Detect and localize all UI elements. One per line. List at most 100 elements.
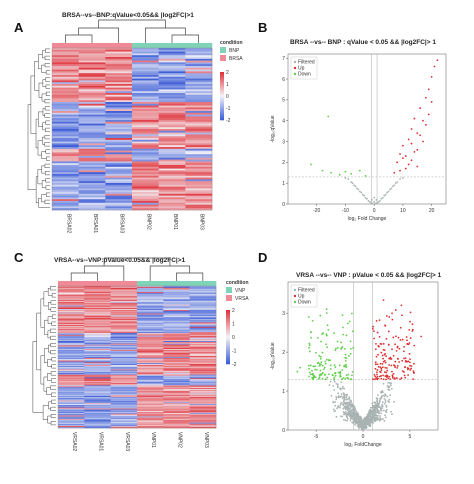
heatmap-cell: [137, 320, 164, 322]
filtered-point: [376, 414, 379, 417]
scale-bar-segment: [226, 319, 230, 322]
filtered-point: [356, 187, 358, 190]
heatmap-cell: [189, 358, 217, 360]
heatmap-cell: [137, 360, 164, 362]
heatmap-cell: [137, 348, 164, 350]
heatmap-cell: [132, 138, 159, 141]
heatmap-cell: [132, 111, 159, 114]
heatmap-cell: [58, 294, 85, 297]
heatmap-cell: [78, 102, 106, 105]
heatmap-cell: [84, 339, 111, 341]
heatmap-cell: [110, 298, 138, 300]
heatmap-cell: [163, 381, 190, 384]
heatmap-cell: [110, 360, 138, 362]
heatmap-cell: [58, 372, 85, 374]
heatmap-cell: [189, 290, 217, 292]
heatmap-cell: [163, 296, 190, 298]
heatmap-cell: [185, 105, 213, 108]
up-point: [374, 367, 377, 370]
heatmap-cell: [163, 414, 190, 416]
filtered-point: [346, 417, 349, 420]
heatmap-cell: [137, 376, 164, 378]
scale-bar-segment: [226, 322, 230, 324]
heatmap-cell: [78, 148, 106, 151]
up-point: [387, 377, 390, 380]
heatmap-cell: [163, 424, 190, 426]
up-point: [407, 138, 410, 141]
volcano-d-title: VRSA --vs-- VNP : pValue < 0.05 && |log2…: [296, 272, 442, 279]
panel-label-b: B: [258, 20, 267, 35]
heatmap-cell: [132, 183, 159, 186]
down-point: [317, 377, 320, 380]
filtered-point: [342, 411, 345, 413]
heatmap-cell: [58, 333, 85, 336]
heatmap-cell: [137, 371, 164, 373]
heatmap-cell: [84, 419, 111, 421]
heatmap-cell: [189, 322, 217, 324]
heatmap-cell: [163, 375, 190, 377]
heatmap-cell: [78, 82, 106, 85]
heatmap-cell: [84, 306, 111, 308]
up-point: [413, 344, 416, 347]
legend-marker: [293, 60, 297, 64]
heatmap-cell: [58, 325, 85, 327]
up-point: [410, 142, 413, 145]
heatmap-cell: [137, 288, 164, 290]
heatmap-cell: [58, 344, 85, 346]
heatmap-cell: [110, 391, 138, 393]
dendro-link: [45, 77, 50, 82]
heatmap-cell: [137, 331, 164, 333]
heatmap-cell: [163, 392, 190, 394]
heatmap-cell: [137, 349, 164, 352]
up-point: [381, 354, 384, 357]
heatmap-cell: [158, 123, 186, 126]
up-point: [422, 119, 424, 122]
heatmap-cell: [58, 308, 85, 310]
heatmap-cell: [163, 368, 190, 370]
y-tick-label: 2: [282, 160, 285, 166]
heatmap-cell: [158, 204, 186, 207]
filtered-point: [354, 407, 356, 410]
heatmap-cell: [132, 154, 159, 157]
legend-label: Up: [298, 294, 305, 300]
heatmap-cell: [158, 80, 186, 83]
dendro-link: [42, 108, 46, 116]
heatmap-cell: [163, 426, 190, 428]
filtered-point: [363, 417, 366, 420]
down-point: [350, 172, 353, 175]
heatmap-cell: [158, 57, 186, 60]
heatmap-cell: [58, 310, 85, 313]
down-point: [313, 376, 316, 379]
filtered-point: [345, 405, 348, 408]
heatmap-cell: [163, 357, 190, 359]
heatmap-cell: [52, 76, 79, 79]
dendro-link: [36, 312, 41, 371]
filtered-point: [333, 389, 336, 391]
heatmap-cell: [110, 297, 138, 299]
heatmap-cell: [105, 94, 133, 97]
up-point: [382, 299, 385, 302]
heatmap-cell: [58, 396, 85, 398]
column-label: VRSA02: [71, 432, 77, 451]
heatmap-cell: [105, 107, 133, 110]
heatmap-cell: [189, 343, 217, 345]
heatmap-cell: [158, 193, 186, 196]
dendro-link: [50, 342, 56, 348]
heatmap-cell: [163, 358, 190, 360]
heatmap-cell: [132, 85, 159, 88]
heatmap-cell: [189, 397, 217, 400]
up-point: [391, 376, 394, 379]
down-point: [351, 330, 354, 333]
heatmap-cell: [132, 76, 159, 79]
filtered-point: [350, 409, 353, 412]
heatmap-cell: [110, 358, 138, 360]
heatmap-cell: [84, 336, 111, 338]
heatmap-cell: [58, 341, 85, 344]
heatmap-cell: [84, 334, 111, 336]
scale-tick-label: -2: [232, 362, 237, 368]
scale-bar-segment: [220, 112, 224, 115]
heatmap-cell: [110, 344, 138, 346]
heatmap-cell: [78, 132, 106, 135]
heatmap-cell: [189, 306, 217, 308]
heatmap-cell: [58, 342, 85, 344]
